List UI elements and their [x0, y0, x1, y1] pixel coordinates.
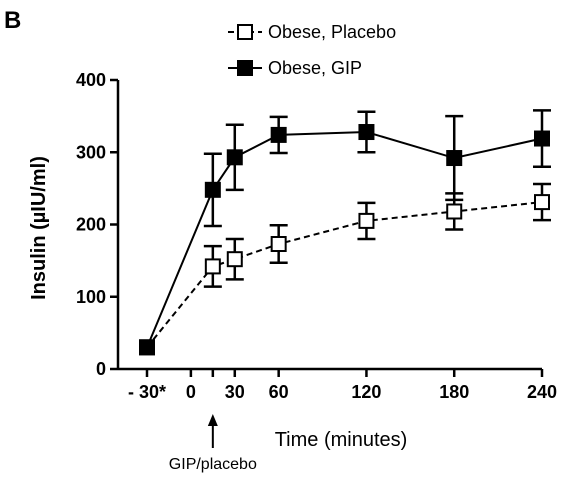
x-tick-label: 60 — [269, 382, 289, 402]
data-point-placebo — [204, 258, 221, 275]
gip-placebo-annotation: GIP/placebo — [169, 414, 257, 473]
x-tick-label: 240 — [527, 382, 557, 402]
legend-item-placebo: Obese, Placebo — [228, 22, 396, 42]
annotation-label: GIP/placebo — [169, 456, 257, 473]
data-point-gip — [270, 126, 287, 143]
series-line-placebo — [146, 201, 543, 348]
legend: Obese, Placebo Obese, GIP — [228, 22, 396, 78]
legend-marker — [237, 24, 253, 40]
data-point-gip — [226, 149, 243, 166]
data-point-gip — [204, 181, 221, 198]
y-tick-label: 400 — [76, 70, 106, 90]
data-point-gip — [358, 124, 375, 141]
x-tick-label: 180 — [439, 382, 469, 402]
legend-symbol-placebo — [228, 24, 262, 40]
data-point-placebo — [534, 194, 550, 211]
data-point-placebo — [446, 203, 463, 220]
y-tick-label: 300 — [76, 142, 106, 162]
y-tick-label: 100 — [76, 287, 106, 307]
series-layer — [139, 109, 551, 356]
x-tick-label: 120 — [351, 382, 381, 402]
series-line-gip — [146, 131, 543, 348]
x-axis-title: Time (minutes) — [275, 429, 408, 451]
data-point-gip — [139, 339, 155, 356]
y-tick-label: 200 — [76, 215, 106, 235]
data-point-gip — [534, 130, 550, 147]
data-point-gip — [446, 150, 463, 167]
series-placebo — [139, 182, 551, 356]
legend-item-gip: Obese, GIP — [228, 58, 362, 78]
data-point-placebo — [226, 251, 243, 268]
panel-letter: B — [4, 7, 21, 34]
x-tick-label: 30 — [225, 382, 245, 402]
y-axis-title: Insulin (µIU/ml) — [28, 156, 50, 300]
legend-label-gip: Obese, GIP — [268, 58, 362, 78]
x-tick-label: 0 — [186, 382, 196, 402]
annotation-arrow-head — [207, 414, 218, 426]
y-tick-label: 0 — [96, 359, 106, 379]
legend-label-placebo: Obese, Placebo — [268, 22, 396, 42]
data-point-placebo — [270, 236, 287, 253]
series-gip — [139, 109, 551, 356]
data-point-placebo — [358, 212, 375, 229]
axes: 0 100 200 300 400 - 30* 0 30 60 120 180 240 — [76, 70, 557, 402]
x-tick-label: - 30* — [128, 382, 166, 402]
legend-marker — [237, 60, 253, 76]
legend-symbol-gip — [228, 60, 262, 76]
